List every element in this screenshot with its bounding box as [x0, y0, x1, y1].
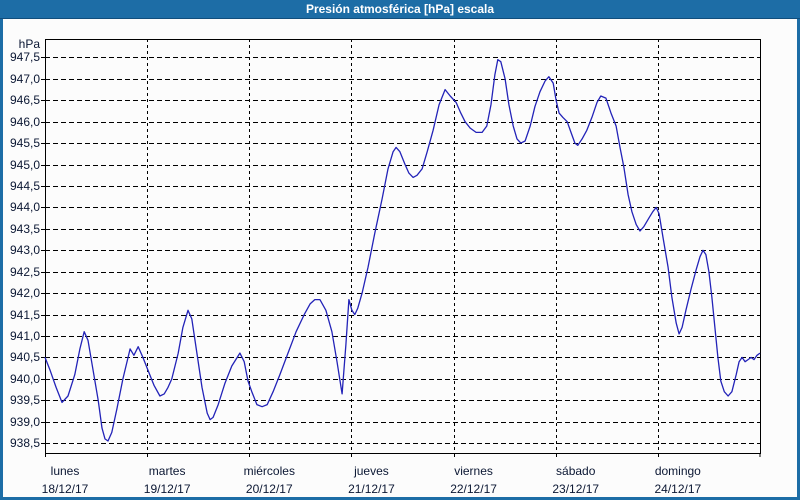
chart-panel: hPa 947,5 947,0 946,5 946,0 945,5 945,0 944,5 9… [3, 19, 797, 497]
y-tick-label: 940,5 [9, 350, 40, 365]
y-tick-label: 941,0 [9, 329, 40, 343]
y-tick-label: 945,5 [9, 136, 40, 151]
y-tick-label: 942,5 [9, 264, 40, 279]
y-tick-label: 942,0 [9, 286, 40, 301]
x-axis-weekday-label: lunes [50, 464, 80, 478]
x-axis-weekday-label: martes [148, 464, 186, 478]
title-bar: Presión atmosférica [hPa] escala [0, 0, 800, 19]
y-tick-label: 943,0 [9, 243, 40, 258]
pressure-line-chart [41, 39, 761, 457]
y-tick-label: 944,5 [9, 179, 40, 193]
x-axis-weekday-label: jueves [354, 464, 389, 478]
y-tick-label: 946,5 [9, 93, 40, 108]
x-axis-date-label: 22/12/17 [450, 482, 497, 496]
y-tick-label: 940,0 [9, 371, 40, 386]
x-axis-date-label: 21/12/17 [348, 482, 395, 496]
x-axis-weekday-label: miércoles [243, 464, 295, 478]
x-axis-weekday-label: sábado [556, 464, 596, 478]
y-tick-label: 944,0 [9, 200, 40, 215]
y-tick-label: 946,0 [9, 114, 40, 129]
y-axis-unit-label: hPa [18, 37, 40, 51]
y-tick-label: 938,5 [9, 436, 40, 451]
y-tick-label: 947,0 [9, 71, 40, 86]
x-axis-date-label: 24/12/17 [654, 482, 702, 496]
y-tick-label: 945,0 [9, 157, 40, 172]
x-axis-weekday-label: viernes [454, 464, 493, 478]
y-tick-label: 939,0 [9, 414, 40, 429]
x-axis-date-label: 23/12/17 [552, 482, 600, 496]
pressure-series-line [44, 58, 761, 442]
x-axis-date-label: 20/12/17 [245, 482, 293, 496]
y-tick-label: 943,5 [9, 221, 40, 236]
x-axis-date-label: 19/12/17 [143, 482, 191, 496]
window-title: Presión atmosférica [hPa] escala [305, 2, 495, 16]
y-tick-label: 941,5 [9, 307, 40, 322]
y-tick-label: 939,5 [9, 393, 40, 408]
x-axis-date-label: 18/12/17 [41, 482, 89, 496]
y-tick-label: 947,5 [9, 50, 40, 65]
x-axis-weekday-label: domingo [654, 464, 701, 478]
